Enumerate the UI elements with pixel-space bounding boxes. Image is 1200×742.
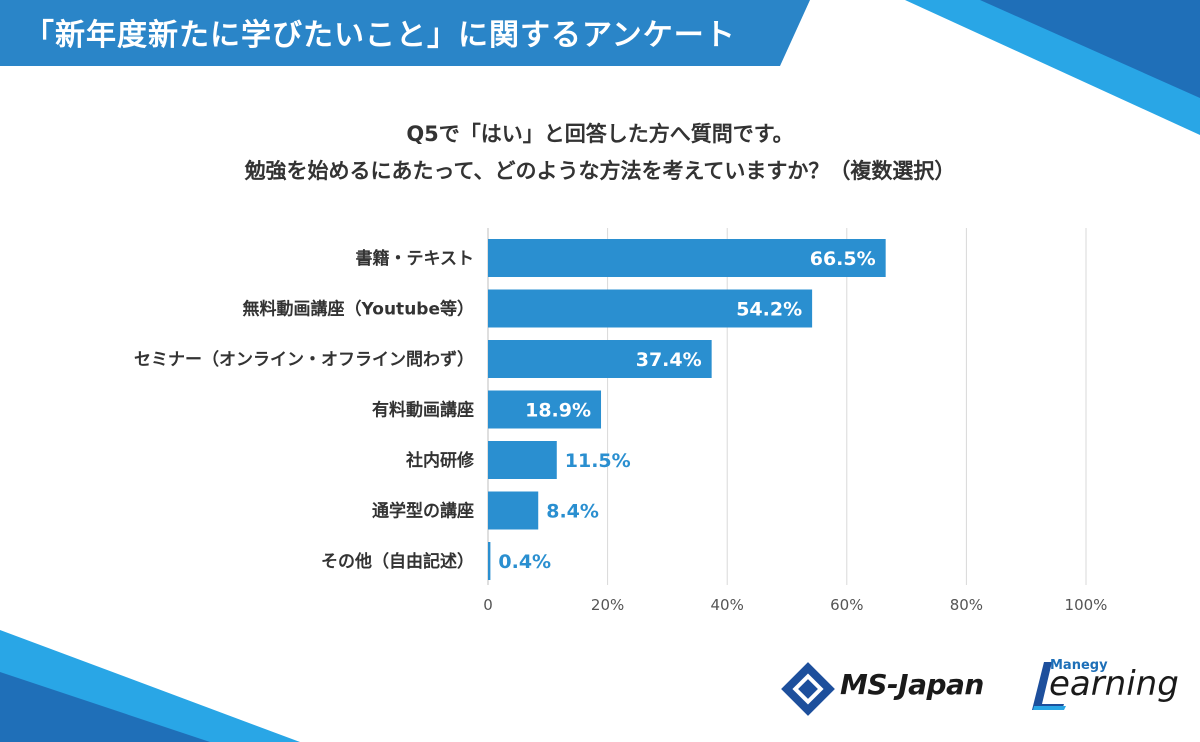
bar [488,340,712,378]
ms-japan-logo-text: MS-Japan [840,668,984,701]
category-label: セミナー（オンライン・オフライン問わず） [134,349,474,370]
value-label: 18.9% [525,400,591,422]
bar [488,289,813,328]
bar [488,390,602,429]
category-label: 有料動画講座 [372,400,474,421]
bottom-left-stripe-dark [0,672,210,742]
manegy-logo-text: Manegy [1050,658,1108,673]
learning-logo-text: Learning [1030,664,1179,704]
question-line-1: Q5で「はい」と回答した方へ質問です。 [406,122,794,146]
category-label: その他（自由記述） [321,551,474,572]
x-tick-label: 0 [483,596,493,614]
x-tick-label: 40% [711,596,744,614]
learning-logo-word: earning [1048,664,1179,704]
x-tick-label: 100% [1065,596,1108,614]
bar [488,441,557,479]
value-label: 8.4% [546,501,599,523]
title-banner [0,0,810,66]
learning-logo-mark [1032,662,1066,710]
bar [488,542,491,580]
value-label: 54.2% [736,299,802,321]
category-label: 社内研修 [405,450,475,471]
bar [488,491,539,530]
value-label: 66.5% [810,248,876,270]
category-label: 書籍・テキスト [356,248,475,269]
value-label: 37.4% [636,349,702,371]
bar [488,239,886,277]
category-label: 無料動画講座（Youtube等） [243,299,474,320]
x-tick-label: 60% [830,596,863,614]
x-tick-label: 20% [591,596,624,614]
value-label: 0.4% [498,551,551,573]
ms-japan-logo-mark [781,662,835,716]
category-label: 通学型の講座 [372,501,474,522]
value-label: 11.5% [565,450,631,472]
top-right-stripe-dark [980,0,1200,98]
page-title: 「新年度新たに学びたいこと」に関するアンケート [24,18,736,53]
x-tick-label: 80% [950,596,983,614]
question-line-2: 勉強を始めるにあたって、どのような方法を考えていますか？（複数選択） [244,159,956,183]
